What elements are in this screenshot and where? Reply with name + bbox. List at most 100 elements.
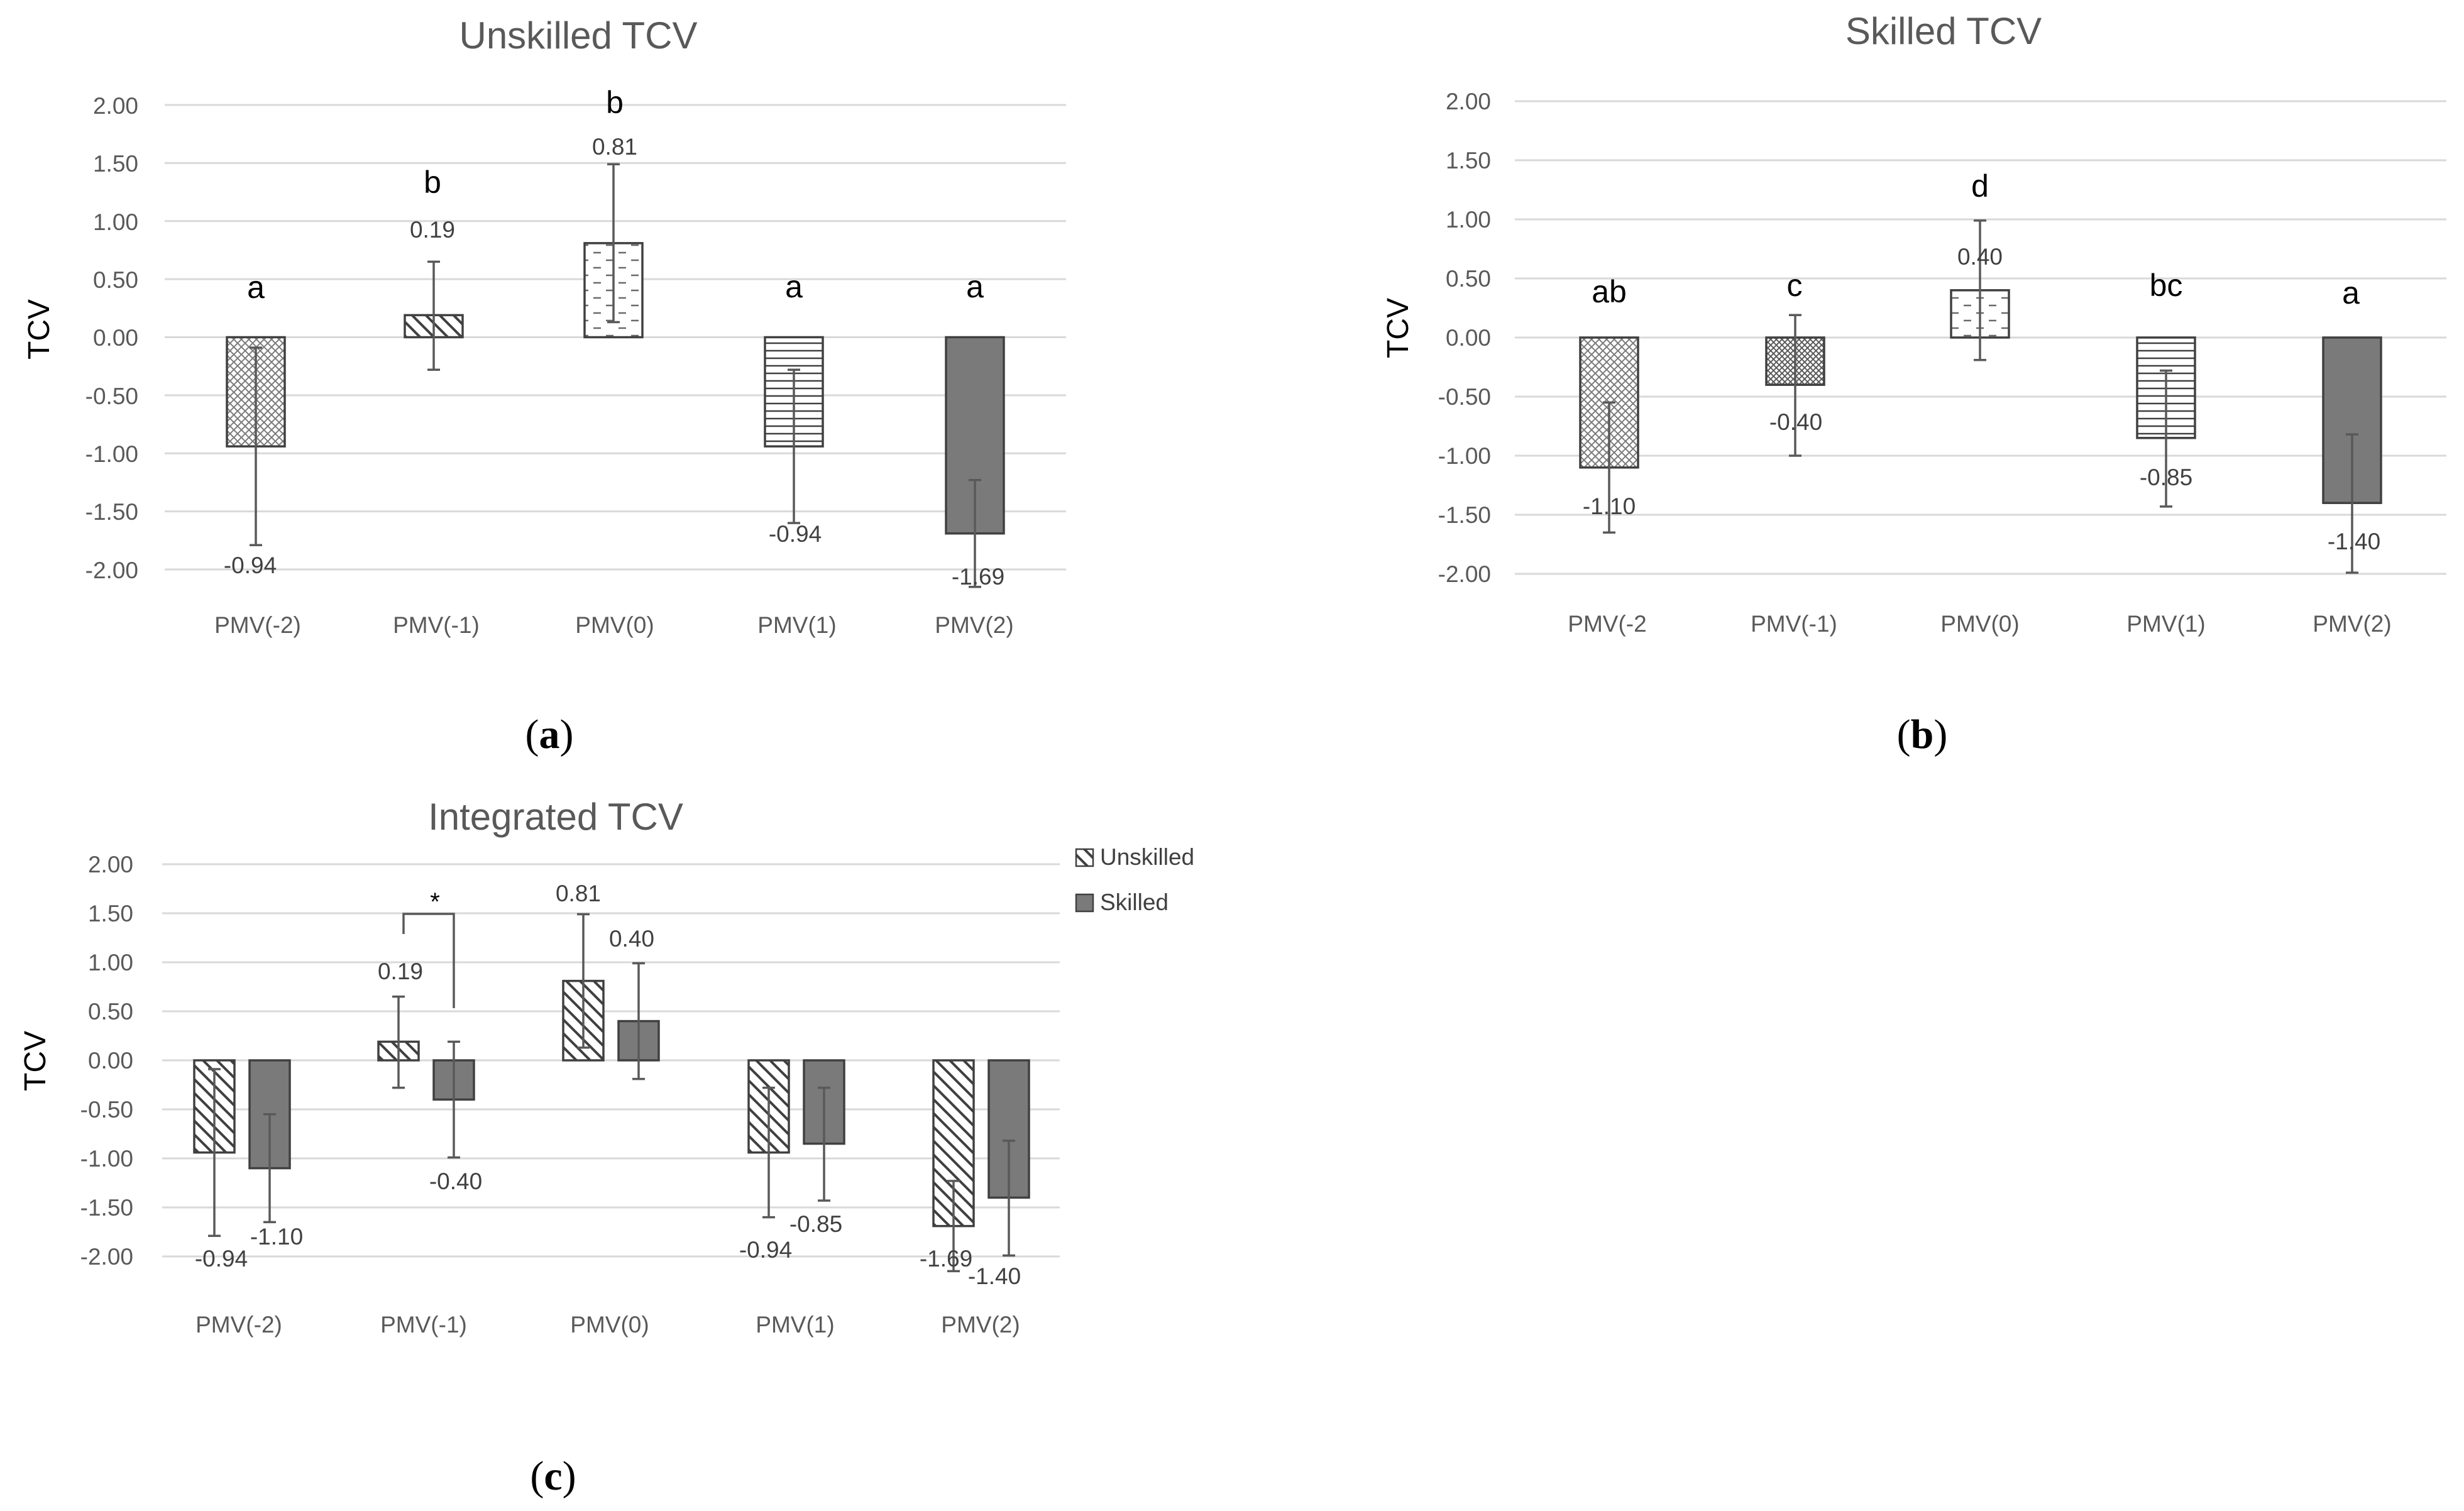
error-bars [250, 163, 981, 588]
y-axis-label: TCV [1382, 298, 1415, 358]
y-tick-label: -1.00 [1438, 443, 1491, 469]
data-label: 0.81 [592, 134, 637, 160]
y-tick-label: -2.00 [80, 1244, 133, 1270]
significance-letter: c [1787, 268, 1803, 303]
x-category-label: PMV(-1) [393, 612, 480, 638]
significance-letter: b [424, 165, 441, 200]
y-tick-label: -0.50 [1438, 384, 1491, 410]
data-label-unskilled: -0.94 [739, 1237, 792, 1263]
data-label-skilled: -1.40 [968, 1263, 1021, 1289]
significance-bracket: * [402, 888, 455, 1008]
y-tick-label: 0.50 [93, 267, 138, 293]
legend-swatch-skilled [1075, 893, 1094, 913]
data-label: -0.85 [2140, 464, 2192, 490]
data-label: 0.40 [1957, 244, 2003, 270]
x-category-label: PMV(-1) [380, 1312, 467, 1338]
x-category-label: PMV(1) [757, 612, 836, 638]
x-category-label: PMV(-2) [214, 612, 301, 638]
data-label: -1.10 [1583, 493, 1636, 519]
x-category-label: PMV(-1) [1751, 611, 1837, 637]
y-tick-label: 1.00 [88, 950, 133, 975]
chart-title: Skilled TCV [1845, 10, 2042, 52]
significance-letter: d [1971, 168, 1989, 204]
y-tick-label: -1.50 [80, 1195, 133, 1221]
significance-letter: ab [1592, 274, 1627, 309]
data-label-unskilled: 0.81 [556, 881, 601, 906]
y-tick-label: -1.50 [85, 499, 138, 525]
data-label-skilled: -0.85 [789, 1211, 842, 1237]
y-tick-label: 0.50 [1446, 266, 1491, 292]
y-tick-label: 0.50 [88, 999, 133, 1025]
panel-label: (a) [525, 712, 574, 757]
chart-title: Unskilled TCV [459, 14, 697, 57]
significance-letter: a [785, 269, 803, 304]
legend-swatch-unskilled [1075, 848, 1094, 867]
significance-letter: b [606, 85, 624, 120]
x-category-label: PMV(-2 [1568, 611, 1646, 637]
bars [226, 242, 1005, 535]
data-label: -0.94 [769, 521, 822, 547]
y-tick-label: -1.00 [85, 441, 138, 467]
y-tick-label: -1.50 [1438, 502, 1491, 528]
error-bars [1603, 219, 2358, 574]
x-category-label: PMV(0) [575, 612, 654, 638]
y-axis-ticks: 2.00 1.50 1.00 0.50 0.00 -0.50 -1.00 -1.… [1438, 89, 1491, 587]
y-tick-label: -0.50 [85, 383, 138, 409]
data-label: -0.94 [224, 552, 277, 578]
y-tick-label: 0.00 [88, 1048, 133, 1074]
x-category-label: PMV(0) [570, 1312, 649, 1338]
y-axis-label: TCV [23, 299, 56, 360]
data-labels: -0.94 0.19 0.81 -0.94 -1.69 [224, 134, 1004, 590]
y-tick-label: 0.00 [1446, 325, 1491, 351]
legend-label: Unskilled [1100, 844, 1194, 870]
panel-letter: b [1911, 712, 1934, 757]
panel-label: (b) [1897, 712, 1948, 757]
data-labels: -0.94 -1.10 0.19 -0.40 0.81 0.40 -0.94 -… [195, 881, 1021, 1289]
y-tick-label: -1.00 [80, 1146, 133, 1172]
x-category-label: PMV(0) [1940, 611, 2019, 637]
legend-label: Skilled [1100, 889, 1169, 915]
y-tick-label: 1.00 [93, 209, 138, 235]
x-category-label: PMV(-2) [195, 1312, 282, 1338]
significance-letters: ab c d bc a [1592, 168, 2360, 310]
panel-label: (c) [530, 1453, 576, 1499]
significance-letter: bc [2150, 268, 2183, 303]
y-tick-label: 1.00 [1446, 207, 1491, 233]
data-label: -1.40 [2328, 529, 2380, 554]
panel-letter: c [544, 1453, 562, 1499]
data-label-unskilled: -1.69 [920, 1246, 972, 1272]
y-tick-label: 2.00 [88, 852, 133, 877]
data-label-unskilled: -0.94 [195, 1246, 248, 1272]
error-bars [208, 913, 1015, 1273]
chart-integrated-tcv: Integrated TCV TCV 2.00 1.50 1.00 0.50 0… [19, 796, 1194, 1499]
x-category-label: PMV(1) [756, 1312, 834, 1338]
legend: Unskilled Skilled [1075, 844, 1194, 915]
y-tick-label: -0.50 [80, 1097, 133, 1123]
data-label-unskilled: 0.19 [378, 959, 423, 984]
gridlines [162, 863, 1060, 1258]
data-label-skilled: -1.10 [250, 1224, 303, 1250]
chart-skilled-tcv: Skilled TCV TCV 2.00 1.50 1.00 0.50 0.00… [1382, 10, 2446, 757]
y-tick-label: 1.50 [88, 901, 133, 926]
significance-letter: a [966, 269, 984, 304]
panel-letter: a [539, 712, 560, 757]
significance-bracket-line [402, 913, 455, 1008]
chart-unskilled-tcv: Unskilled TCV TCV 2.00 1.50 1.00 0.50 0.… [23, 14, 1066, 757]
y-tick-label: 1.50 [93, 151, 138, 177]
y-axis-ticks: 2.00 1.50 1.00 0.50 0.00 -0.50 -1.00 -1.… [85, 93, 138, 583]
data-label: -1.69 [952, 564, 1004, 590]
x-axis-categories: PMV(-2) PMV(-1) PMV(0) PMV(1) PMV(2) [214, 612, 1014, 638]
data-label: 0.19 [410, 217, 455, 243]
y-axis-label: TCV [19, 1031, 52, 1091]
significance-letter: a [247, 270, 265, 305]
significance-letter: a [2342, 275, 2360, 310]
data-labels: -1.10 -0.40 0.40 -0.85 -1.40 [1583, 244, 2380, 554]
chart-title: Integrated TCV [428, 796, 683, 838]
significance-letters: a b b a a [247, 85, 984, 305]
bars [193, 979, 1030, 1228]
x-axis-categories: PMV(-2 PMV(-1) PMV(0) PMV(1) PMV(2) [1568, 611, 2391, 637]
y-tick-label: 2.00 [93, 93, 138, 119]
y-tick-label: 2.00 [1446, 89, 1491, 114]
y-tick-label: -2.00 [85, 558, 138, 583]
